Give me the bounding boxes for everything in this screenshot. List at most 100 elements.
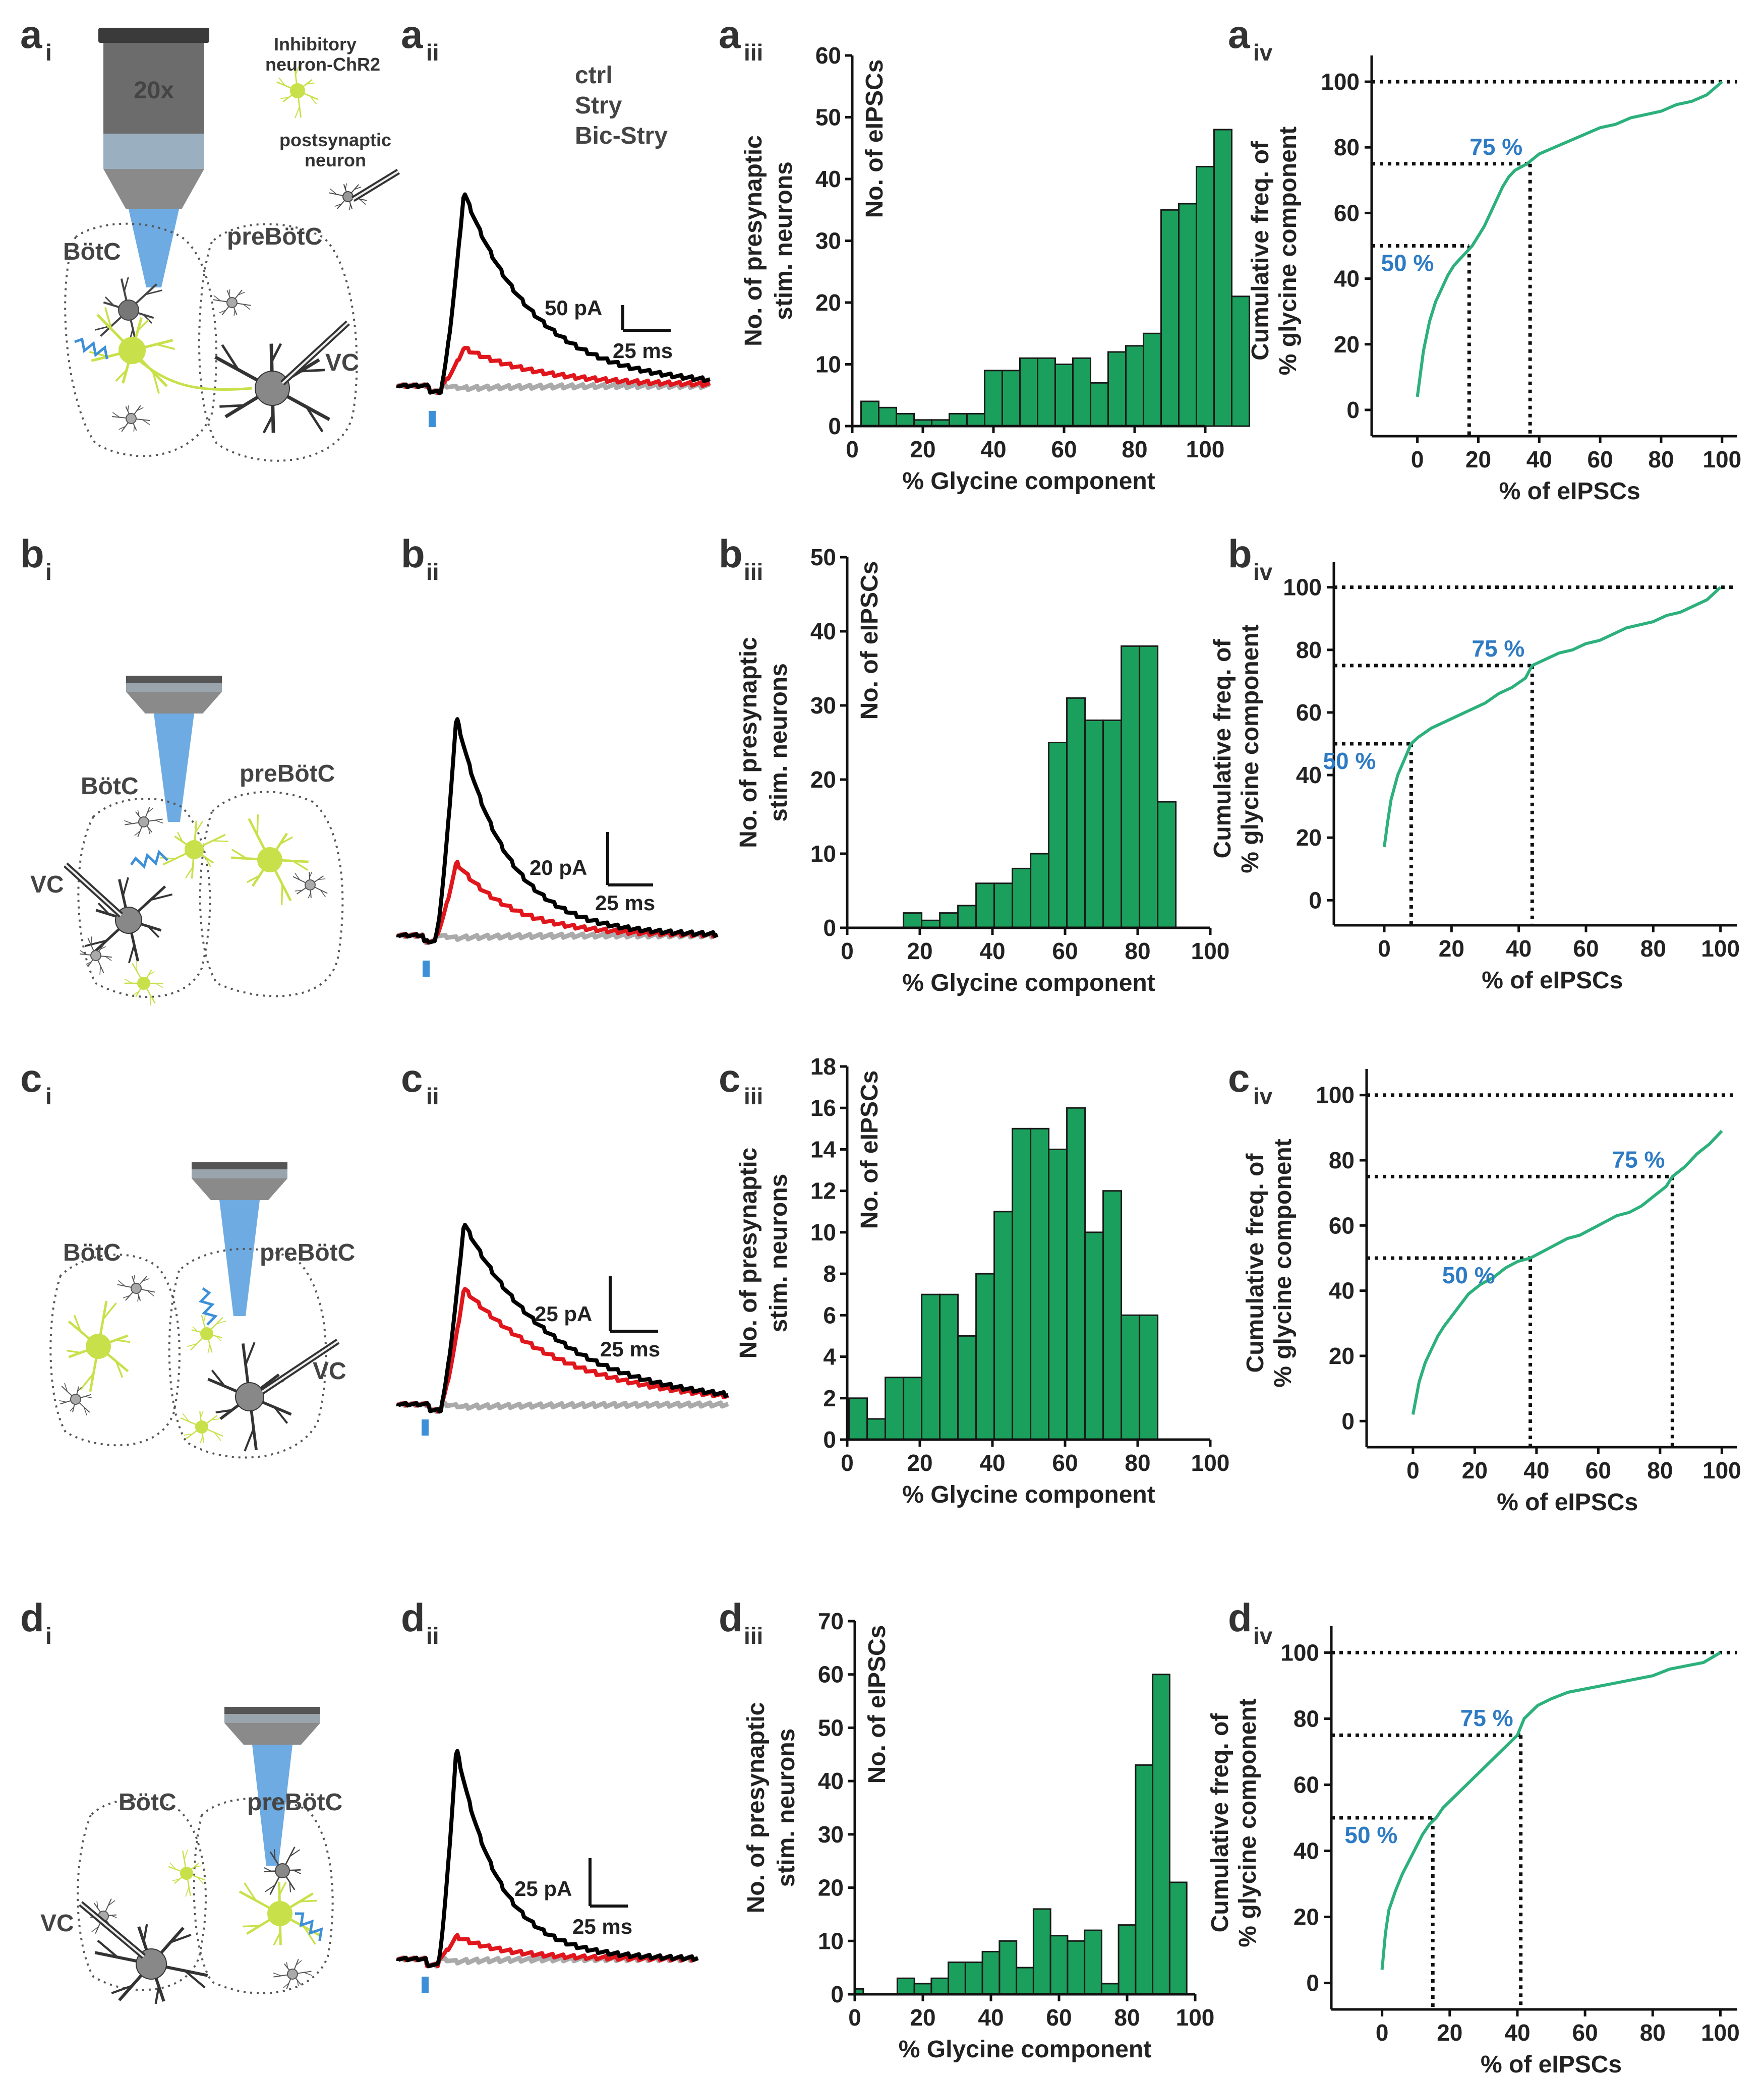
dendrite-branch: [133, 1275, 135, 1281]
trace-bic: [396, 1400, 729, 1414]
soma: [255, 371, 290, 406]
y-tick-label: 0: [1309, 887, 1322, 913]
histogram-bar: [1107, 351, 1127, 427]
histogram-bar: [1048, 742, 1068, 929]
dendrite-branch: [304, 1972, 312, 1976]
dendrite-branch: [145, 289, 162, 295]
x-tick-label: 20: [910, 2004, 935, 2031]
dendrite-branch: [354, 187, 362, 190]
y-tick-label: 6: [823, 1302, 836, 1328]
y-tick-label: 40: [815, 166, 841, 192]
objective-tip: [192, 1178, 287, 1200]
dendrite-branch: [133, 991, 139, 996]
dendrite-branch: [108, 1900, 115, 1906]
panel-letter: c: [20, 1056, 42, 1100]
dendrite-branch: [214, 1432, 221, 1441]
panel-letter: c: [1228, 1056, 1250, 1100]
cum-ylabel-line2: % glycine component: [1275, 127, 1302, 375]
prebotc-outline: [199, 791, 344, 997]
y-tick-label: 40: [1334, 266, 1360, 292]
y-tick-label: 30: [815, 228, 841, 254]
botc-label: BötC: [81, 773, 139, 800]
legend-neuron-post: [329, 183, 367, 210]
x-tick-label: 20: [1462, 1457, 1488, 1483]
x-tick-label: 20: [910, 436, 935, 462]
dendrite-branch: [147, 808, 153, 813]
light-squiggle: [74, 337, 108, 360]
row-a-labels: a i a ii a iii a iv: [20, 12, 1273, 66]
x-tick-label: 80: [1125, 938, 1150, 964]
objective-ring: [224, 1714, 320, 1723]
cum-ylabel-line1: Cumulative freq. of: [1242, 1153, 1269, 1373]
histogram-bar: [1100, 1983, 1120, 1995]
x-tick-label: 20: [1437, 2019, 1462, 2046]
objective-icon: [192, 1162, 287, 1200]
dendrite-branch: [185, 866, 194, 878]
trace-panel-a: 50 pA 25 ms: [396, 192, 711, 427]
soma: [257, 847, 282, 872]
stim-marker: [429, 411, 436, 427]
legend-ctrl: ctrl: [575, 62, 613, 89]
panel-sub: ii: [426, 559, 439, 585]
histogram-bar: [1121, 1314, 1141, 1441]
prebotc-label: preBötC: [260, 1239, 355, 1266]
dendrite-branch: [147, 925, 160, 938]
dendrite-branch: [279, 836, 293, 845]
x-tick-label: 0: [1406, 1457, 1420, 1483]
botc-outline: [77, 1798, 207, 1991]
y-tick-label: 10: [810, 841, 836, 867]
row-b-labels: b i b ii b iii b iv: [20, 531, 1273, 585]
dendrite-branch: [118, 1280, 126, 1287]
histogram-bar: [1002, 370, 1021, 427]
x-tick-label: 80: [1125, 1450, 1150, 1476]
x-tick-label: 60: [1585, 1457, 1611, 1483]
panel-sub: iii: [744, 1083, 763, 1109]
dendrite-branch: [155, 819, 163, 824]
dendrite-branch: [211, 1418, 220, 1421]
soma: [137, 977, 150, 990]
soma: [180, 1867, 193, 1880]
histogram-bar: [948, 1962, 966, 1995]
soma: [118, 300, 139, 321]
dendrite-branch: [292, 860, 309, 871]
panel-sub: iii: [744, 1623, 763, 1649]
neuron-small-inhib: [168, 1850, 205, 1897]
x-tick-label: 80: [1122, 436, 1147, 462]
dendrite-branch: [280, 97, 289, 99]
neuron-small: [213, 289, 251, 316]
histogram-bar: [964, 1962, 983, 1995]
histogram-bar: [975, 1273, 995, 1441]
dendrite-branch: [219, 310, 226, 314]
dendrite-branch: [309, 871, 313, 877]
pipette-inner: [80, 1903, 145, 1957]
panel-letter: c: [719, 1056, 740, 1100]
botc-label: BötC: [63, 1239, 121, 1266]
y-tick-label: 0: [831, 1981, 844, 2007]
histogram-bar: [1012, 867, 1032, 929]
dendrite-branch: [215, 1409, 232, 1414]
objective-cap: [192, 1162, 287, 1169]
dendrite-branch: [97, 1939, 119, 1958]
dendrite-branch: [274, 1849, 276, 1860]
panel-sub: ii: [426, 1083, 439, 1109]
dendrite-branch: [216, 1320, 227, 1325]
dendrite-branch: [172, 1879, 180, 1881]
dendrite-branch: [59, 1400, 67, 1403]
y-tick-label: 14: [810, 1136, 837, 1162]
panel-letter: a: [20, 12, 42, 56]
soma: [138, 816, 149, 827]
y-tick-label: 40: [818, 1768, 844, 1794]
dendrite-branch: [320, 889, 326, 898]
histogram-bar: [1121, 645, 1141, 929]
hist-ylabel-line1: No. of presynaptic: [740, 135, 767, 346]
hist-xlabel: % Glycine component: [902, 1481, 1155, 1508]
histogram-bar: [1032, 1908, 1051, 1995]
prebotc-outline: [198, 223, 358, 462]
dendrite-branch: [296, 1960, 302, 1966]
trace-panel-b: 20 pA 25 ms: [396, 717, 719, 977]
dendrite-branch: [334, 203, 342, 207]
histogram-bar: [1139, 1314, 1159, 1441]
inhibitory-label: Inhibitory: [274, 34, 357, 54]
y-tick-label: 50: [810, 544, 836, 570]
scale-time-label: 25 ms: [572, 1915, 632, 1938]
